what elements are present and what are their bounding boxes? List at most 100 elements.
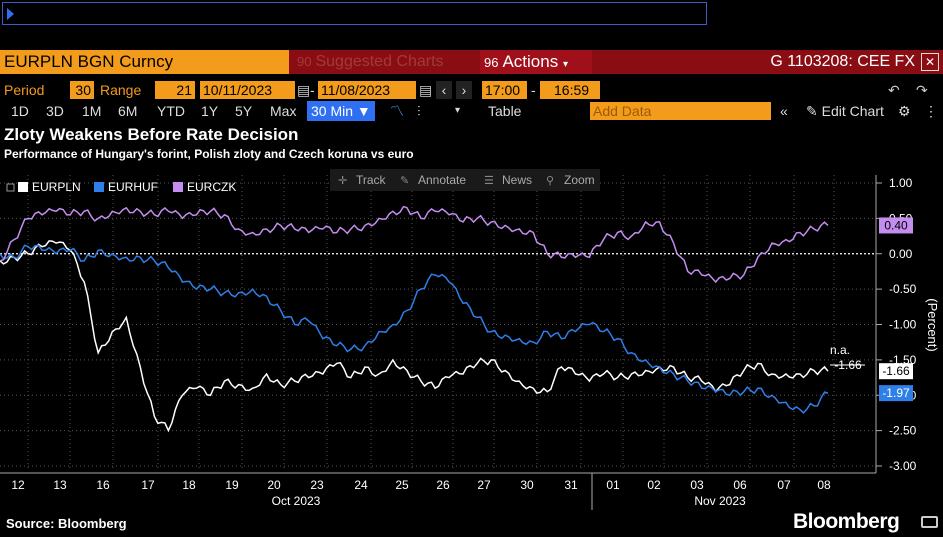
x-tick-label-11: 27 xyxy=(477,478,491,492)
x-tick-label-18: 07 xyxy=(777,478,791,492)
last-value-label-eurpln: -1.66 xyxy=(882,364,910,378)
calendar-icon[interactable]: ▤ xyxy=(297,82,311,98)
period-label: Period xyxy=(4,82,45,98)
y-tick-label-4: -1.00 xyxy=(889,318,917,332)
range-1d[interactable]: 1D xyxy=(11,103,29,119)
y-tick-label-2: 0.00 xyxy=(889,247,913,261)
gear-icon[interactable]: ⚙ xyxy=(898,103,911,119)
actions-number: 96 xyxy=(484,55,499,70)
edit-chart-button[interactable]: ✎ Edit Chart xyxy=(806,103,884,119)
x-tick-label-9: 25 xyxy=(395,478,409,492)
more-icon[interactable]: ⋮ xyxy=(924,103,938,119)
line-chart-icon[interactable]: 〽 xyxy=(390,103,404,119)
interval-label: 30 Min xyxy=(311,103,354,119)
legend-label-eurpln: EURPLN xyxy=(32,180,81,194)
range-3d[interactable]: 3D xyxy=(46,103,64,119)
range-5y[interactable]: 5Y xyxy=(235,103,253,119)
series-line-eurczk xyxy=(0,205,829,284)
y-tick-label-7: -2.50 xyxy=(889,424,917,438)
chart-tool-news: News xyxy=(502,173,532,187)
last-value-box-eurhuf xyxy=(879,385,913,402)
camera-icon[interactable] xyxy=(921,516,938,528)
x-tick-label-13: 31 xyxy=(564,478,578,492)
x-tick-label-5: 19 xyxy=(225,478,239,492)
suggested-number: 90 xyxy=(297,54,312,69)
start-date-field[interactable]: 10/11/2023 xyxy=(200,81,295,99)
time-separator: - xyxy=(531,82,536,98)
period-field[interactable]: 30 xyxy=(70,81,94,99)
next-arrow-icon[interactable]: › xyxy=(456,81,472,99)
y-tick-label-3: -0.50 xyxy=(889,282,917,296)
source-note: Source: Bloomberg xyxy=(6,516,127,531)
y-axis-label: (Percent) xyxy=(925,298,940,351)
x-tick-label-15: 02 xyxy=(647,478,661,492)
x-tick-label-4: 18 xyxy=(182,478,196,492)
range-label: Range xyxy=(100,82,142,98)
calendar-end-icon[interactable]: ▤ xyxy=(419,82,433,98)
x-tick-label-17: 06 xyxy=(733,478,747,492)
chart-subtitle: Performance of Hungary's forint, Polish … xyxy=(4,147,414,161)
y-tick-label-0: 1.00 xyxy=(889,176,913,190)
prev-arrow-icon[interactable]: ‹ xyxy=(436,81,452,99)
command-caret-icon xyxy=(7,8,14,20)
annotation-na: n.a. xyxy=(830,343,850,357)
add-data-field[interactable]: Add Data xyxy=(590,102,771,120)
legend-swatch-eurhuf xyxy=(94,182,104,192)
close-icon[interactable]: ✕ xyxy=(921,53,939,71)
end-time-field[interactable]: 16:59 xyxy=(540,81,600,99)
range-1y[interactable]: 1Y xyxy=(201,103,219,119)
x-tick-label-3: 17 xyxy=(141,478,155,492)
range-1m[interactable]: 1M xyxy=(82,103,102,119)
collapse-icon[interactable]: « xyxy=(780,103,788,119)
chart-tool-zoom: Zoom xyxy=(564,173,595,187)
range-ytd[interactable]: YTD xyxy=(157,103,185,119)
security-bar: EURPLN BGN Curncy 90 Suggested Charts 96 A… xyxy=(0,50,943,74)
month-label-oct: Oct 2023 xyxy=(272,494,321,508)
legend-label-eurhuf: EURHUF xyxy=(108,180,158,194)
dropdown-icon: ▾ xyxy=(562,59,568,70)
bloomberg-logo: Bloomberg xyxy=(793,510,900,533)
x-tick-label-14: 01 xyxy=(606,478,620,492)
chart-tools-bar xyxy=(330,169,600,191)
chart-tool-track: Track xyxy=(356,173,387,187)
x-tick-label-8: 24 xyxy=(354,478,368,492)
undo-icon[interactable]: ↶ xyxy=(888,82,900,98)
chart-tool-zoom-icon: ⚲ xyxy=(546,175,554,187)
legend-swatch-eurczk xyxy=(173,182,183,192)
x-tick-label-10: 26 xyxy=(436,478,450,492)
actions-label: Actions xyxy=(502,52,559,71)
last-value-box-eurpln xyxy=(879,363,913,380)
range-max[interactable]: Max xyxy=(270,103,297,119)
series-line-eurpln xyxy=(0,240,829,433)
actions-menu[interactable]: 96 Actions ▾ xyxy=(480,50,592,74)
chart-tool-annotate: Annotate xyxy=(418,173,466,187)
date-separator: - xyxy=(310,82,315,98)
legend-label-eurczk: EURCZK xyxy=(187,180,236,194)
chart-title: Zloty Weakens Before Rate Decision xyxy=(4,125,299,144)
start-time-field[interactable]: 17:00 xyxy=(482,81,527,99)
chart-tool-news-icon: ☰ xyxy=(484,175,494,187)
bar-style-icon[interactable]: ⫶ xyxy=(417,103,421,119)
command-line[interactable] xyxy=(2,2,707,25)
y-tick-label-8: -3.00 xyxy=(889,459,917,473)
series-line-eurhuf xyxy=(0,244,829,414)
edit-chart-label: Edit Chart xyxy=(821,103,884,119)
interval-select[interactable]: 30 Min ▼ xyxy=(307,101,375,121)
line-chart: 1.000.500.00-0.50-1.00-1.50-2.00-2.50-3.… xyxy=(0,169,940,510)
legend-toggle-icon[interactable] xyxy=(6,183,15,192)
redo-icon[interactable]: ↷ xyxy=(916,82,928,98)
x-tick-label-6: 20 xyxy=(267,478,281,492)
legend-swatch-eurpln xyxy=(18,182,28,192)
suggested-label: Suggested Charts xyxy=(315,53,444,70)
security-field[interactable]: EURPLN BGN Curncy xyxy=(0,50,289,74)
x-tick-label-0: 12 xyxy=(11,478,25,492)
end-date-field[interactable]: 11/08/2023 xyxy=(318,81,416,99)
suggested-charts-button[interactable]: 90 Suggested Charts xyxy=(293,50,477,74)
chart-id-label: G 1103208: CEE FX xyxy=(770,53,915,70)
range-6m[interactable]: 6M xyxy=(118,103,138,119)
range-field[interactable]: 21 xyxy=(155,81,195,99)
range-toolbar: 1D 3D 1M 6M YTD 1Y 5Y Max 30 Min ▼ 〽 ⫶ ▾… xyxy=(0,101,943,121)
table-button[interactable]: Table xyxy=(488,103,522,119)
x-tick-label-2: 16 xyxy=(96,478,110,492)
style-dropdown-icon[interactable]: ▾ xyxy=(455,105,461,116)
